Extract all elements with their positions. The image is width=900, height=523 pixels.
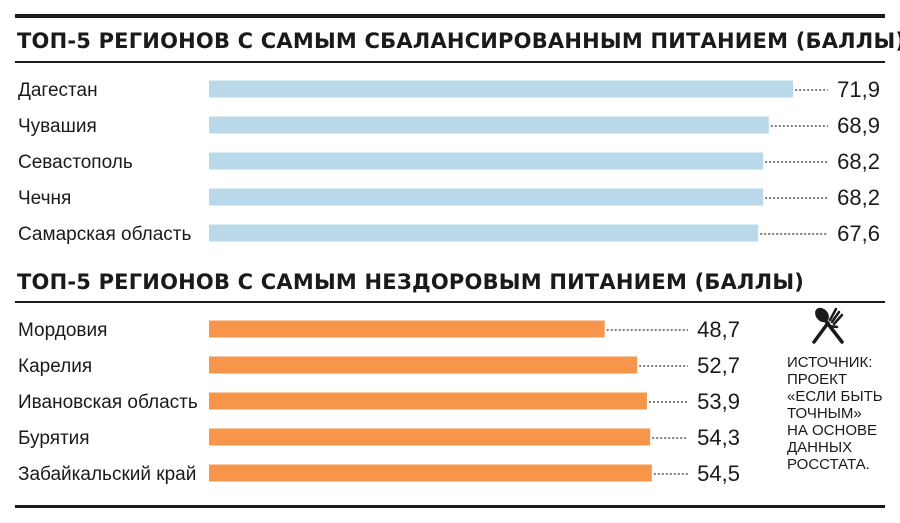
bar (209, 464, 652, 482)
value-label: 48,7 (697, 317, 740, 342)
title-underline-balanced (15, 61, 885, 63)
bottom-rule (15, 505, 885, 508)
value-label: 68,2 (837, 185, 880, 210)
category-label: Севастополь (18, 152, 133, 173)
category-label: Мордовия (18, 320, 107, 341)
category-label: Самарская область (18, 224, 192, 245)
value-label: 54,3 (697, 425, 740, 450)
bar (209, 188, 764, 206)
bar (209, 428, 651, 446)
bar (209, 356, 638, 374)
bar (209, 152, 764, 170)
category-label: Карелия (18, 356, 92, 377)
value-label: 68,9 (837, 113, 880, 138)
chart-title-balanced: ТОП-5 РЕГИОНОВ С САМЫМ СБАЛАНСИРОВАННЫМ … (17, 29, 900, 53)
category-label: Чечня (18, 188, 71, 209)
category-label: Дагестан (18, 80, 98, 101)
value-label: 71,9 (837, 77, 880, 102)
fork-and-spoon-icon (806, 305, 850, 345)
source-note: Источник: проект «Если быть точным» на о… (787, 354, 883, 473)
bar (209, 116, 769, 134)
bar (209, 320, 605, 338)
value-label: 52,7 (697, 353, 740, 378)
bar (209, 392, 647, 410)
category-label: Ивановская область (18, 392, 198, 413)
top-rule (15, 14, 885, 18)
chart-title-unhealthy: ТОП-5 РЕГИОНОВ С САМЫМ НЕЗДОРОВЫМ ПИТАНИ… (17, 270, 805, 294)
bar (209, 80, 794, 98)
category-label: Бурятия (18, 428, 90, 449)
bar (209, 224, 759, 242)
category-label: Забайкальский край (18, 464, 196, 485)
value-label: 67,6 (837, 221, 880, 246)
title-underline-unhealthy (15, 301, 885, 303)
category-label: Чувашия (18, 116, 97, 137)
value-label: 68,2 (837, 149, 880, 174)
value-label: 53,9 (697, 389, 740, 414)
value-label: 54,5 (697, 461, 740, 486)
